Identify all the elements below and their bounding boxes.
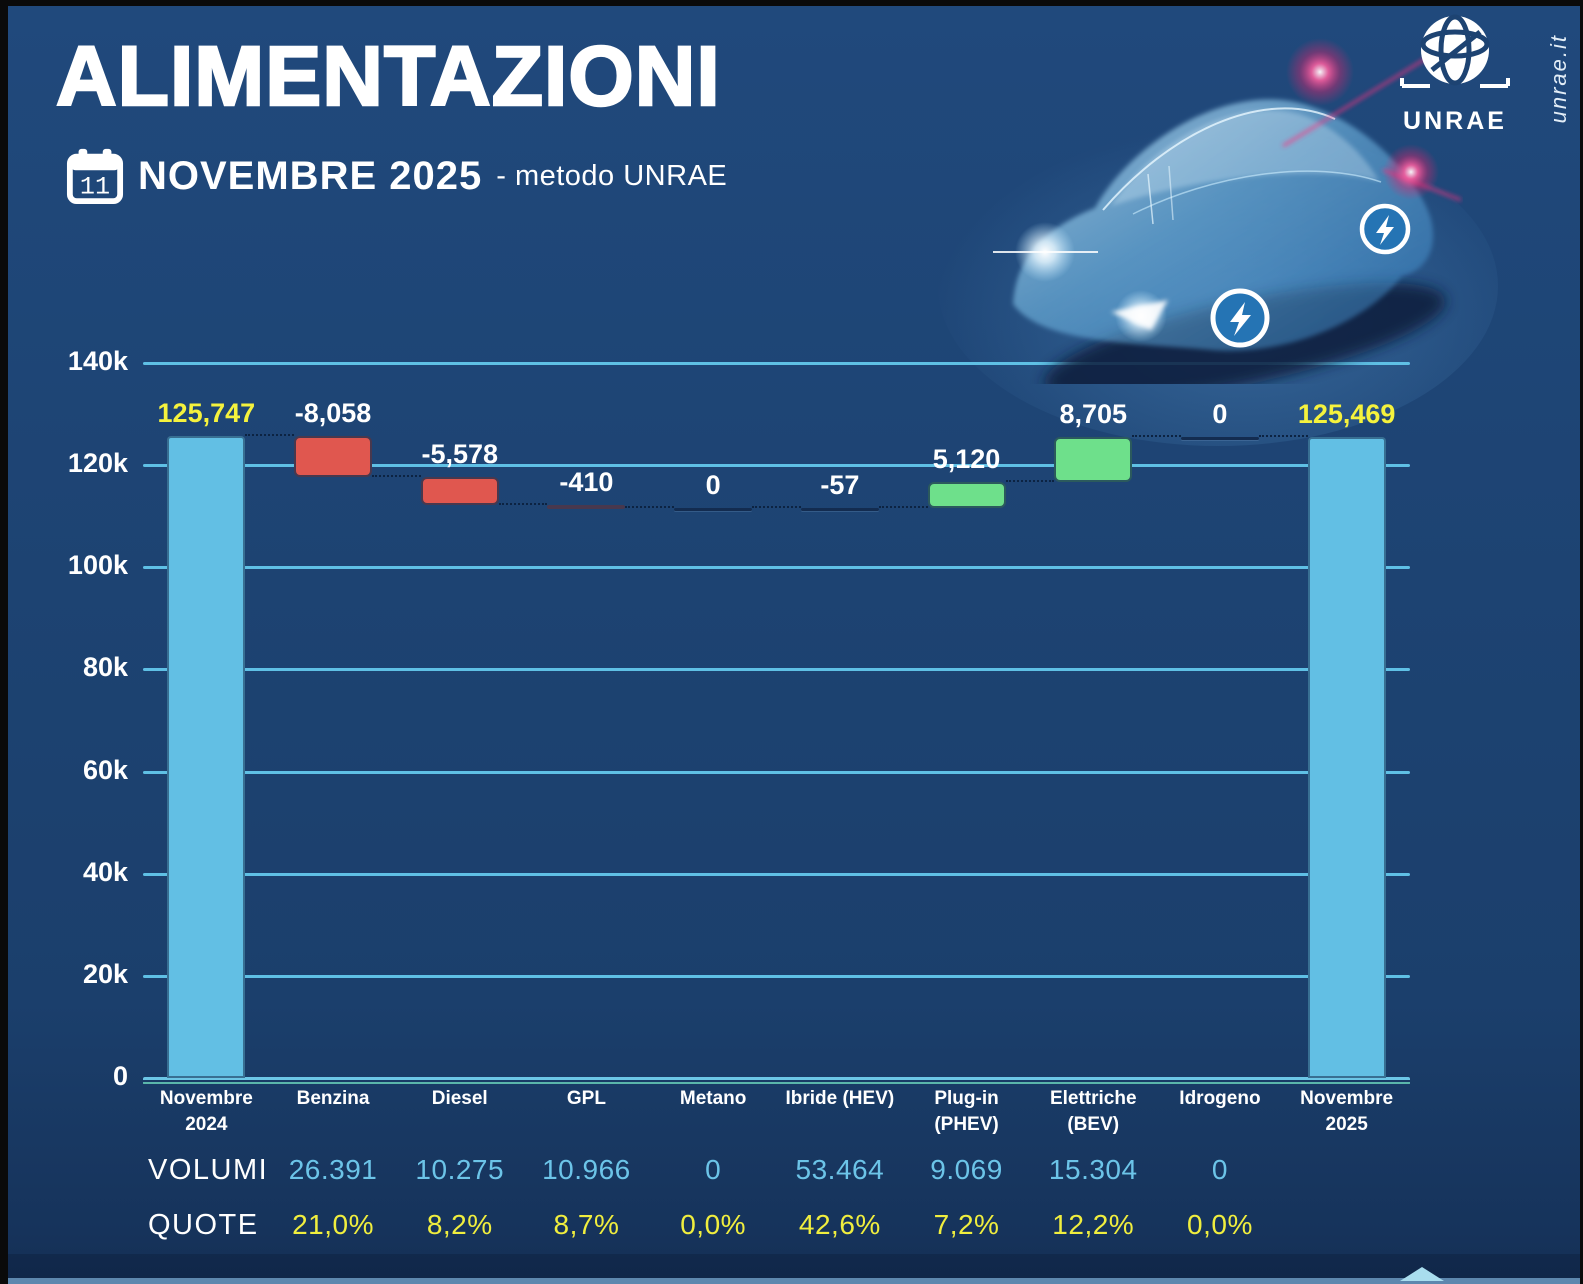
- bar-value-Diesel: -5,578: [421, 438, 499, 469]
- quote-value-Metano: 0,0%: [680, 1209, 747, 1240]
- quote-value-Elettriche (BEV): 12,2%: [1052, 1209, 1135, 1240]
- gridline-140k: [143, 362, 1410, 365]
- volumi-value-Idrogeno: 0: [1211, 1154, 1228, 1185]
- category-label-Novembre 2024: Novembre 2024: [159, 1088, 253, 1135]
- quote-value-Benzina: 21,0%: [292, 1209, 374, 1240]
- waterfall-bar-Ibride (HEV): [800, 507, 879, 511]
- connector-line: [878, 505, 928, 508]
- gridline-20k: [143, 974, 1410, 978]
- gridline-80k: [143, 668, 1410, 672]
- volumi-value-GPL: 10.966: [542, 1154, 631, 1185]
- unrae-logo-text: UNRAE: [1403, 107, 1507, 135]
- waterfall-bar-Novembre 2025: [1307, 437, 1386, 1078]
- y-axis-label-60k: 60k: [82, 754, 128, 785]
- volumi-value-Metano: 0: [705, 1154, 722, 1185]
- bar-value-GPL: -410: [559, 467, 614, 498]
- volumi-row-label: VOLUMI: [148, 1154, 269, 1186]
- bar-value-Plug-in (PHEV): 5,120: [932, 443, 1001, 474]
- bar-value-Idrogeno: 0: [1212, 399, 1228, 430]
- waterfall-bar-GPL: [547, 505, 626, 510]
- volumi-value-Ibride (HEV): 53.464: [795, 1154, 885, 1185]
- pink-glow-rear: [1383, 144, 1439, 200]
- gridline-60k: [143, 770, 1410, 774]
- y-axis-label-40k: 40k: [82, 856, 128, 887]
- waterfall-bar-Novembre 2024: [167, 435, 246, 1078]
- gridline-120k: [143, 464, 1410, 468]
- footer-band: [8, 1254, 1580, 1279]
- quote-value-GPL: 8,7%: [553, 1209, 620, 1240]
- pink-glow-roof: [1286, 38, 1354, 106]
- connector-line: [625, 505, 675, 508]
- unrae-globe-icon: [1400, 14, 1510, 88]
- up-arrow-decoration: [1400, 1267, 1444, 1281]
- frame-border-left: [0, 0, 8, 1284]
- category-label-Diesel: Diesel: [431, 1088, 488, 1109]
- y-axis-label-80k: 80k: [82, 652, 128, 683]
- electric-car-illustration: [993, 38, 1462, 384]
- connector-line: [245, 433, 295, 436]
- quote-row-label: QUOTE: [148, 1209, 259, 1241]
- car-windshield: [1111, 110, 1379, 206]
- category-label-Metano: Metano: [679, 1088, 747, 1109]
- category-label-Benzina: Benzina: [296, 1088, 370, 1109]
- gridline-100k: [143, 566, 1410, 570]
- y-axis-label-120k: 120k: [67, 448, 128, 479]
- quote-value-Diesel: 8,2%: [426, 1209, 493, 1240]
- bar-value-Benzina: -8,058: [294, 397, 372, 428]
- volumi-value-Elettriche (BEV): 15.304: [1048, 1154, 1138, 1185]
- bar-value-Metano: 0: [705, 469, 721, 500]
- volumi-value-Diesel: 10.275: [415, 1154, 505, 1185]
- unrae-logo: UNRAE: [1396, 12, 1514, 136]
- category-label-GPL: GPL: [566, 1088, 606, 1109]
- waterfall-bar-Plug-in (PHEV): [927, 481, 1006, 508]
- connector-line: [1005, 479, 1055, 482]
- bar-value-Elettriche (BEV): 8,705: [1059, 399, 1128, 430]
- connector-line: [752, 505, 801, 508]
- subtitle-month: NOVEMBRE 2025: [138, 153, 483, 198]
- y-axis-label-0: 0: [112, 1061, 128, 1091]
- bar-value-Ibride (HEV): -57: [820, 469, 860, 500]
- waterfall-bar-Idrogeno: [1180, 437, 1259, 441]
- rear-wheel-bolt-icon: [1359, 203, 1411, 255]
- connector-line: [1132, 435, 1181, 438]
- quote-value-Plug-in (PHEV): 7,2%: [933, 1209, 1000, 1240]
- frame-border-right: [1580, 0, 1583, 1284]
- connector-line: [498, 503, 548, 506]
- category-label-Ibride (HEV): Ibride (HEV): [785, 1088, 895, 1109]
- quote-value-Idrogeno: 0,0%: [1187, 1209, 1253, 1240]
- gridline-40k: [143, 872, 1410, 876]
- connector-line: [372, 474, 421, 477]
- subtitle-method: - metodo UNRAE: [496, 159, 728, 192]
- category-label-Novembre 2025: Novembre 2025: [1300, 1088, 1394, 1135]
- volumi-value-Plug-in (PHEV): 9.069: [930, 1154, 1003, 1185]
- site-url-vertical: unrae.it: [1546, 34, 1571, 124]
- subtitle-row: 11 NOVEMBRE 2025 - metodo UNRAE: [66, 146, 727, 206]
- y-axis-label-20k: 20k: [82, 958, 128, 989]
- waterfall-bar-Diesel: [420, 476, 499, 506]
- gridline-0: [143, 1077, 1410, 1085]
- y-axis-label-100k: 100k: [67, 550, 128, 581]
- category-label-Idrogeno: Idrogeno: [1179, 1088, 1261, 1109]
- connector-line: [1258, 435, 1308, 438]
- category-label-Elettriche (BEV): Elettriche (BEV): [1049, 1088, 1137, 1135]
- y-axis-label-140k: 140k: [67, 346, 128, 376]
- quote-value-Ibride (HEV): 42,6%: [798, 1209, 881, 1240]
- volumi-value-Benzina: 26.391: [288, 1154, 378, 1185]
- calendar-icon: 11: [66, 148, 124, 205]
- page-title: ALIMENTAZIONI: [55, 28, 721, 125]
- waterfall-bar-Metano: [674, 507, 753, 511]
- frame-border-top: [0, 0, 1583, 6]
- infographic-page: ALIMENTAZIONI 11 NOVEMBRE 2025 - metodo …: [8, 6, 1580, 1284]
- bar-value-Novembre 2024: 125,747: [157, 397, 256, 428]
- calendar-day: 11: [80, 172, 110, 201]
- category-label-Plug-in (PHEV): Plug-in (PHEV): [934, 1088, 999, 1135]
- footer-strip: [8, 1278, 1580, 1284]
- waterfall-bar-Elettriche (BEV): [1054, 437, 1133, 482]
- front-wheel-bolt-icon: [1210, 288, 1270, 348]
- bar-value-Novembre 2025: 125,469: [1297, 399, 1396, 430]
- waterfall-bar-Benzina: [294, 435, 373, 477]
